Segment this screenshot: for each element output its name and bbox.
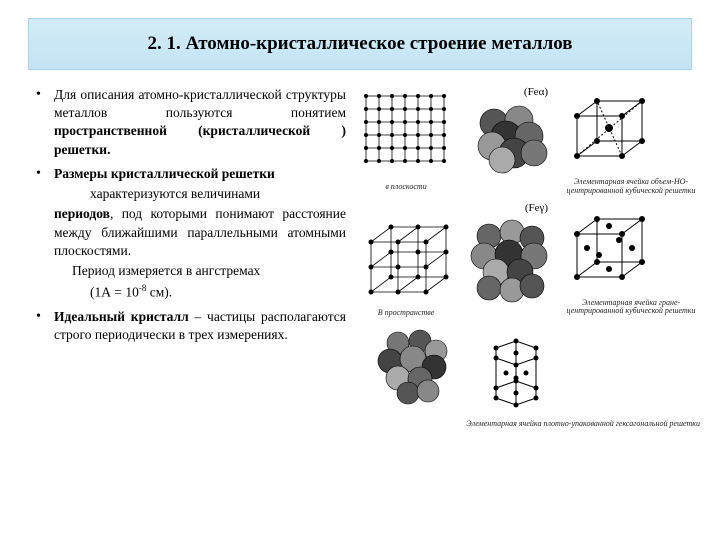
bullet-3: Идеальный кристалл – частицы располагают…: [36, 308, 346, 344]
bullet-2: Размеры кристаллической решетки характер…: [36, 165, 346, 302]
space-cube-cell: В пространстве: [356, 202, 456, 318]
diagram-row-3: Элементарная ячейка плотно-упакованной г…: [356, 323, 700, 429]
hex-caption: Элементарная ячейка плотно-упакованной г…: [466, 420, 700, 429]
b2-sub3a: (1А = 10: [90, 285, 139, 300]
b2-sub1: характеризуются величинами: [54, 185, 346, 203]
feg-cell: (Feγ): [464, 202, 554, 304]
b1-text: Для описания атомно-кристаллической стру…: [54, 87, 346, 120]
hex-cluster-cell: [368, 323, 458, 408]
fea-cell: (Feα): [464, 86, 554, 178]
text-column: Для описания атомно-кристаллической стру…: [36, 86, 346, 435]
feg-svg: [464, 214, 554, 304]
hex-cluster-svg: [368, 323, 458, 408]
plane-grid-cell: в плоскости: [356, 86, 456, 192]
b2-bold2: периодов: [54, 206, 110, 221]
b1-bold: пространственной (кристаллической ) реше…: [54, 123, 346, 156]
feg-label: (Feγ): [464, 202, 554, 214]
plane-grid-svg: [356, 86, 456, 181]
slide-title: 2. 1. Атомно-кристаллическое строение ме…: [28, 18, 692, 70]
fcc-cube-svg: [562, 202, 677, 297]
b2-line2: периодов, под которыми понимают расстоян…: [54, 205, 346, 260]
diagram-row-2: В пространстве (Feγ): [356, 202, 700, 318]
bullet-1: Для описания атомно-кристаллической стру…: [36, 86, 346, 159]
space-cube-svg: [356, 202, 456, 307]
fcc-caption: Элементарная ячейка гране-центрированной…: [562, 299, 700, 317]
diagram-column: в плоскости (Feα): [346, 86, 700, 435]
b2-bold1: Размеры кристаллической решетки: [54, 166, 275, 181]
bcc-caption: Элементарная ячейка объем-НО-центрирован…: [562, 178, 700, 196]
diagram-row-1: в плоскости (Feα): [356, 86, 700, 196]
fea-label: (Feα): [464, 86, 554, 98]
content-area: Для описания атомно-кристаллической стру…: [0, 80, 720, 435]
b2-sub3b: см).: [146, 285, 172, 300]
fea-svg: [464, 98, 554, 178]
plane-caption: в плоскости: [356, 183, 456, 192]
hex-prism-svg: [466, 323, 581, 418]
b2-sub3: (1А = 10-8 см).: [54, 282, 346, 302]
hex-prism-cell: Элементарная ячейка плотно-упакованной г…: [466, 323, 700, 429]
space-caption: В пространстве: [356, 309, 456, 318]
b3-bold: Идеальный кристалл: [54, 309, 189, 324]
b2-sub2: Период измеряется в ангстремах: [54, 262, 346, 280]
fcc-cube-cell: Элементарная ячейка гране-центрированной…: [562, 202, 700, 317]
bcc-cube-svg: [562, 86, 677, 176]
bcc-cube-cell: Элементарная ячейка объем-НО-центрирован…: [562, 86, 700, 196]
